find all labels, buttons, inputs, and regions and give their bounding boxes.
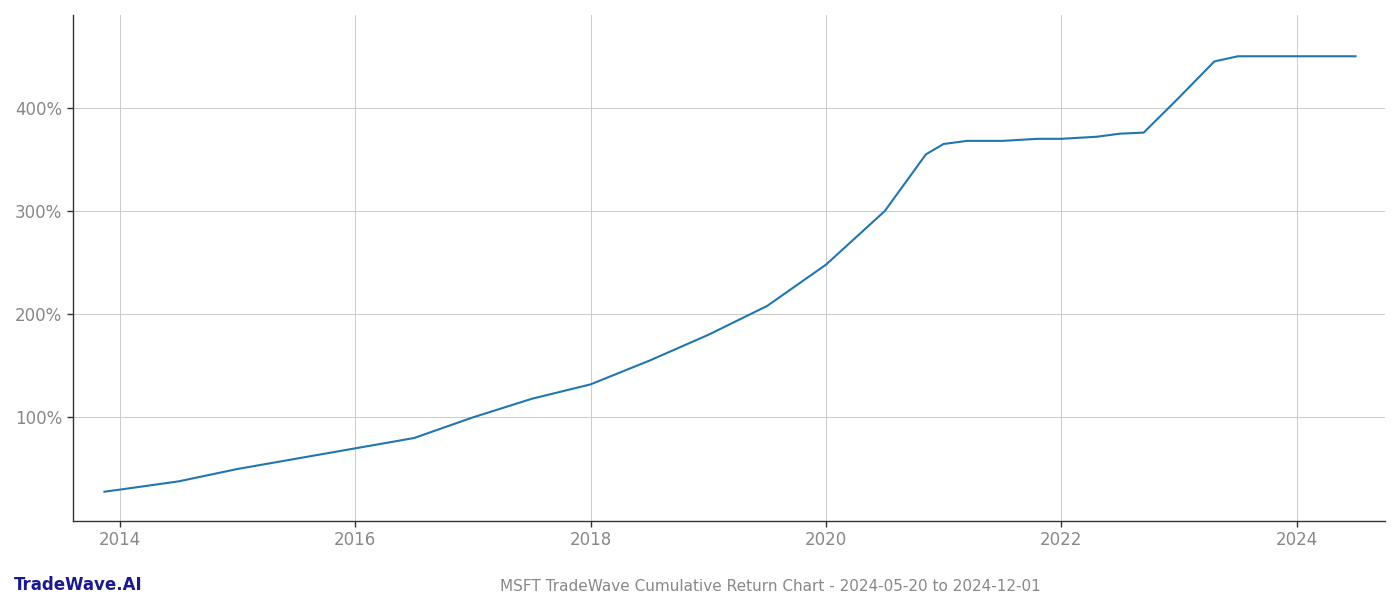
- Text: TradeWave.AI: TradeWave.AI: [14, 576, 143, 594]
- Text: MSFT TradeWave Cumulative Return Chart - 2024-05-20 to 2024-12-01: MSFT TradeWave Cumulative Return Chart -…: [500, 579, 1040, 594]
